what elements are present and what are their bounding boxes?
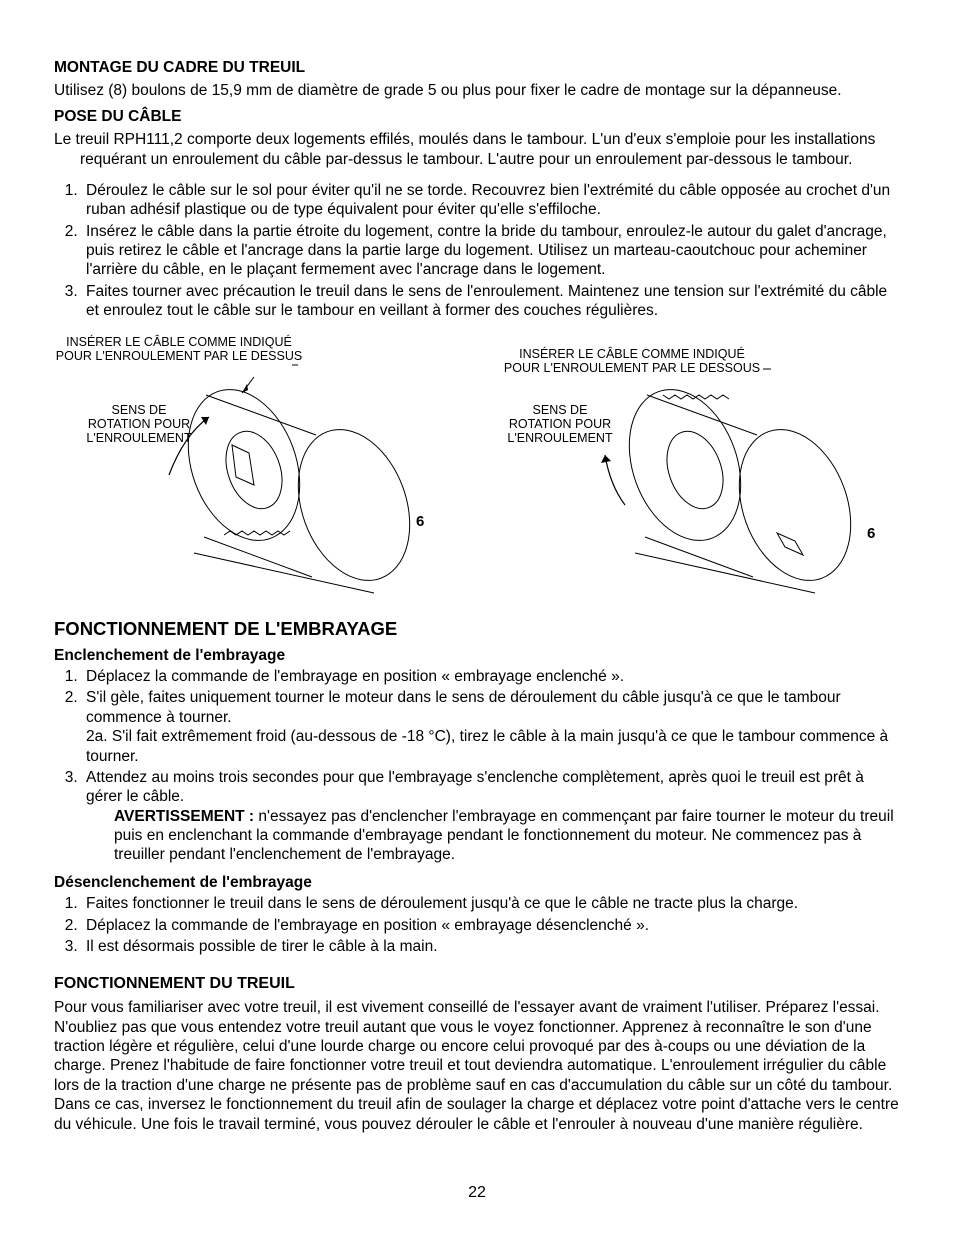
- treuil-body: Pour vous familiariser avec votre treuil…: [54, 998, 900, 1134]
- figures-row: INSÉRER LE CÂBLE COMME INDIQUÉ POUR L'EN…: [54, 335, 900, 595]
- winch-drum-icon: [485, 335, 895, 595]
- list-item-text: S'il gèle, faites uniquement tourner le …: [86, 689, 841, 725]
- engage-2a: 2a. S'il fait extrêmement froid (au-dess…: [86, 727, 900, 766]
- list-item: Insérez le câble dans la partie étroite …: [82, 222, 900, 280]
- winch-drum-icon: [54, 335, 464, 595]
- treuil-heading: FONCTIONNEMENT DU TREUIL: [54, 974, 900, 994]
- warning-label: AVERTISSEMENT :: [114, 808, 254, 825]
- list-item: Déplacez la commande de l'embrayage en p…: [82, 916, 900, 935]
- list-item: Déroulez le câble sur le sol pour éviter…: [82, 181, 900, 220]
- engage-list: Déplacez la commande de l'embrayage en p…: [54, 667, 900, 865]
- embrayage-heading: FONCTIONNEMENT DE L'EMBRAYAGE: [54, 617, 900, 640]
- disengage-subheading: Désenclenchement de l'embrayage: [54, 873, 900, 892]
- warning-block: AVERTISSEMENT : n'essayez pas d'enclench…: [86, 807, 900, 865]
- list-item-text: Attendez au moins trois secondes pour qu…: [86, 769, 864, 805]
- list-item: Il est désormais possible de tirer le câ…: [82, 937, 900, 956]
- disengage-list: Faites fonctionner le treuil dans le sen…: [54, 894, 900, 956]
- list-item: Faites fonctionner le treuil dans le sen…: [82, 894, 900, 913]
- list-item: S'il gèle, faites uniquement tourner le …: [82, 688, 900, 766]
- montage-heading: MONTAGE DU CADRE DU TREUIL: [54, 58, 900, 77]
- figure-left: INSÉRER LE CÂBLE COMME INDIQUÉ POUR L'EN…: [54, 335, 469, 595]
- pose-intro: Le treuil RPH111,2 comporte deux logemen…: [54, 130, 900, 169]
- page-root: MONTAGE DU CADRE DU TREUIL Utilisez (8) …: [0, 0, 954, 1235]
- figure-right: INSÉRER LE CÂBLE COMME INDIQUÉ POUR L'EN…: [485, 335, 900, 595]
- list-item: Déplacez la commande de l'embrayage en p…: [82, 667, 900, 686]
- fig-right-number: 6: [867, 525, 875, 544]
- pose-heading: POSE DU CÂBLE: [54, 107, 900, 126]
- fig-left-number: 6: [416, 513, 424, 532]
- list-item: Faites tourner avec précaution le treuil…: [82, 282, 900, 321]
- list-item: Attendez au moins trois secondes pour qu…: [82, 768, 900, 865]
- pose-list: Déroulez le câble sur le sol pour éviter…: [54, 181, 900, 321]
- page-number: 22: [0, 1183, 954, 1203]
- montage-body: Utilisez (8) boulons de 15,9 mm de diamè…: [54, 81, 900, 100]
- engage-subheading: Enclenchement de l'embrayage: [54, 646, 900, 665]
